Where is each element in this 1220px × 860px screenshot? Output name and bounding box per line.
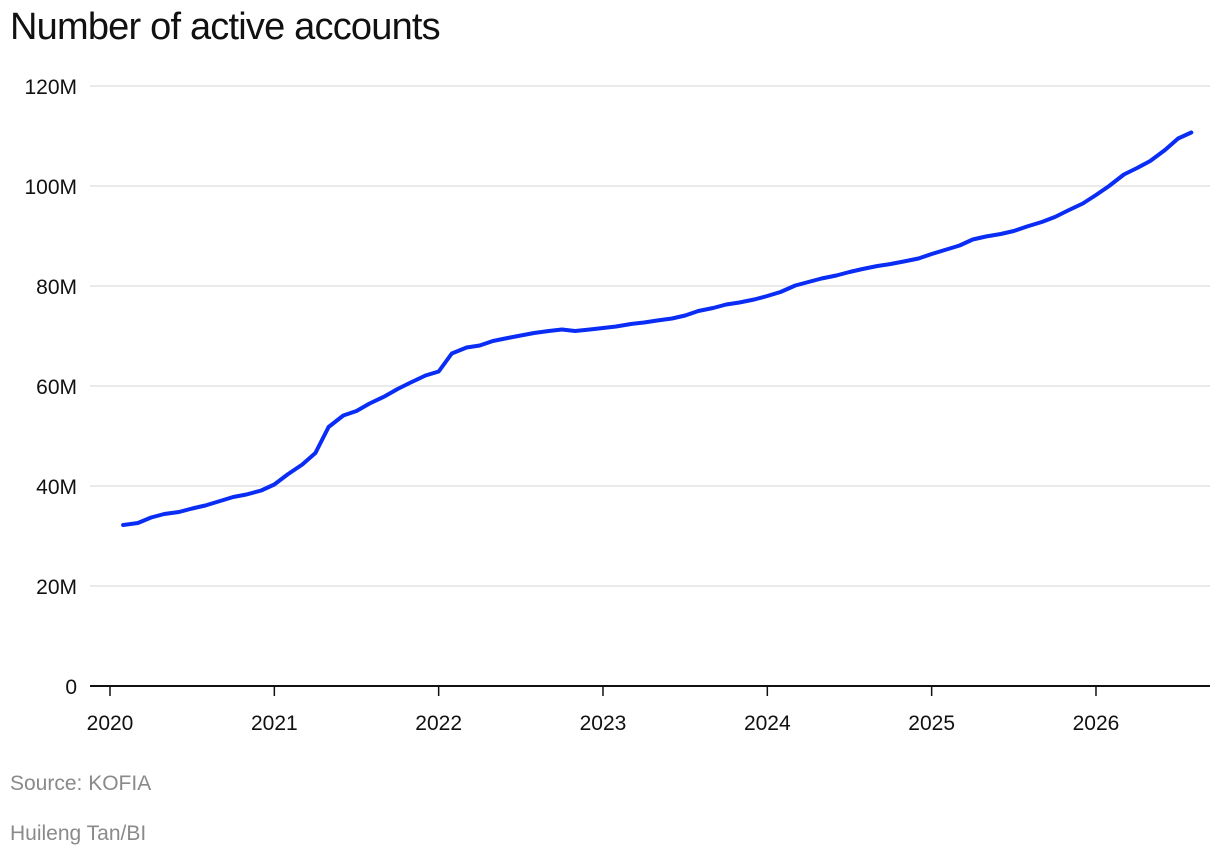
y-axis-ticks: 0 20M 40M 60M 80M 100M 120M	[24, 76, 77, 699]
x-tick-label: 2021	[251, 712, 298, 735]
y-tick-label: 20M	[36, 576, 77, 599]
x-tick-label: 2026	[1073, 712, 1120, 735]
y-tick-label: 120M	[24, 76, 77, 99]
series-line	[121, 130, 1194, 527]
x-tick-label: 2025	[908, 712, 955, 735]
credit-note: Huileng Tan/BI	[10, 822, 147, 845]
x-tick-label: 2020	[87, 712, 134, 735]
y-tick-label: 60M	[36, 376, 77, 399]
gridlines	[90, 85, 1210, 587]
y-tick-label: 0	[65, 676, 77, 699]
chart-title: Number of active accounts	[10, 6, 441, 48]
x-tick-label: 2023	[580, 712, 627, 735]
x-tick-label: 2022	[415, 712, 462, 735]
x-axis-ticks: 2020 2021 2022 2023 2024 2025 2026	[87, 686, 1120, 735]
x-tick-label: 2024	[744, 712, 791, 735]
series-layer	[121, 130, 1194, 527]
y-tick-label: 80M	[36, 276, 77, 299]
source-note: Source: KOFIA	[10, 772, 152, 795]
y-tick-label: 100M	[24, 176, 77, 199]
y-tick-label: 40M	[36, 476, 77, 499]
